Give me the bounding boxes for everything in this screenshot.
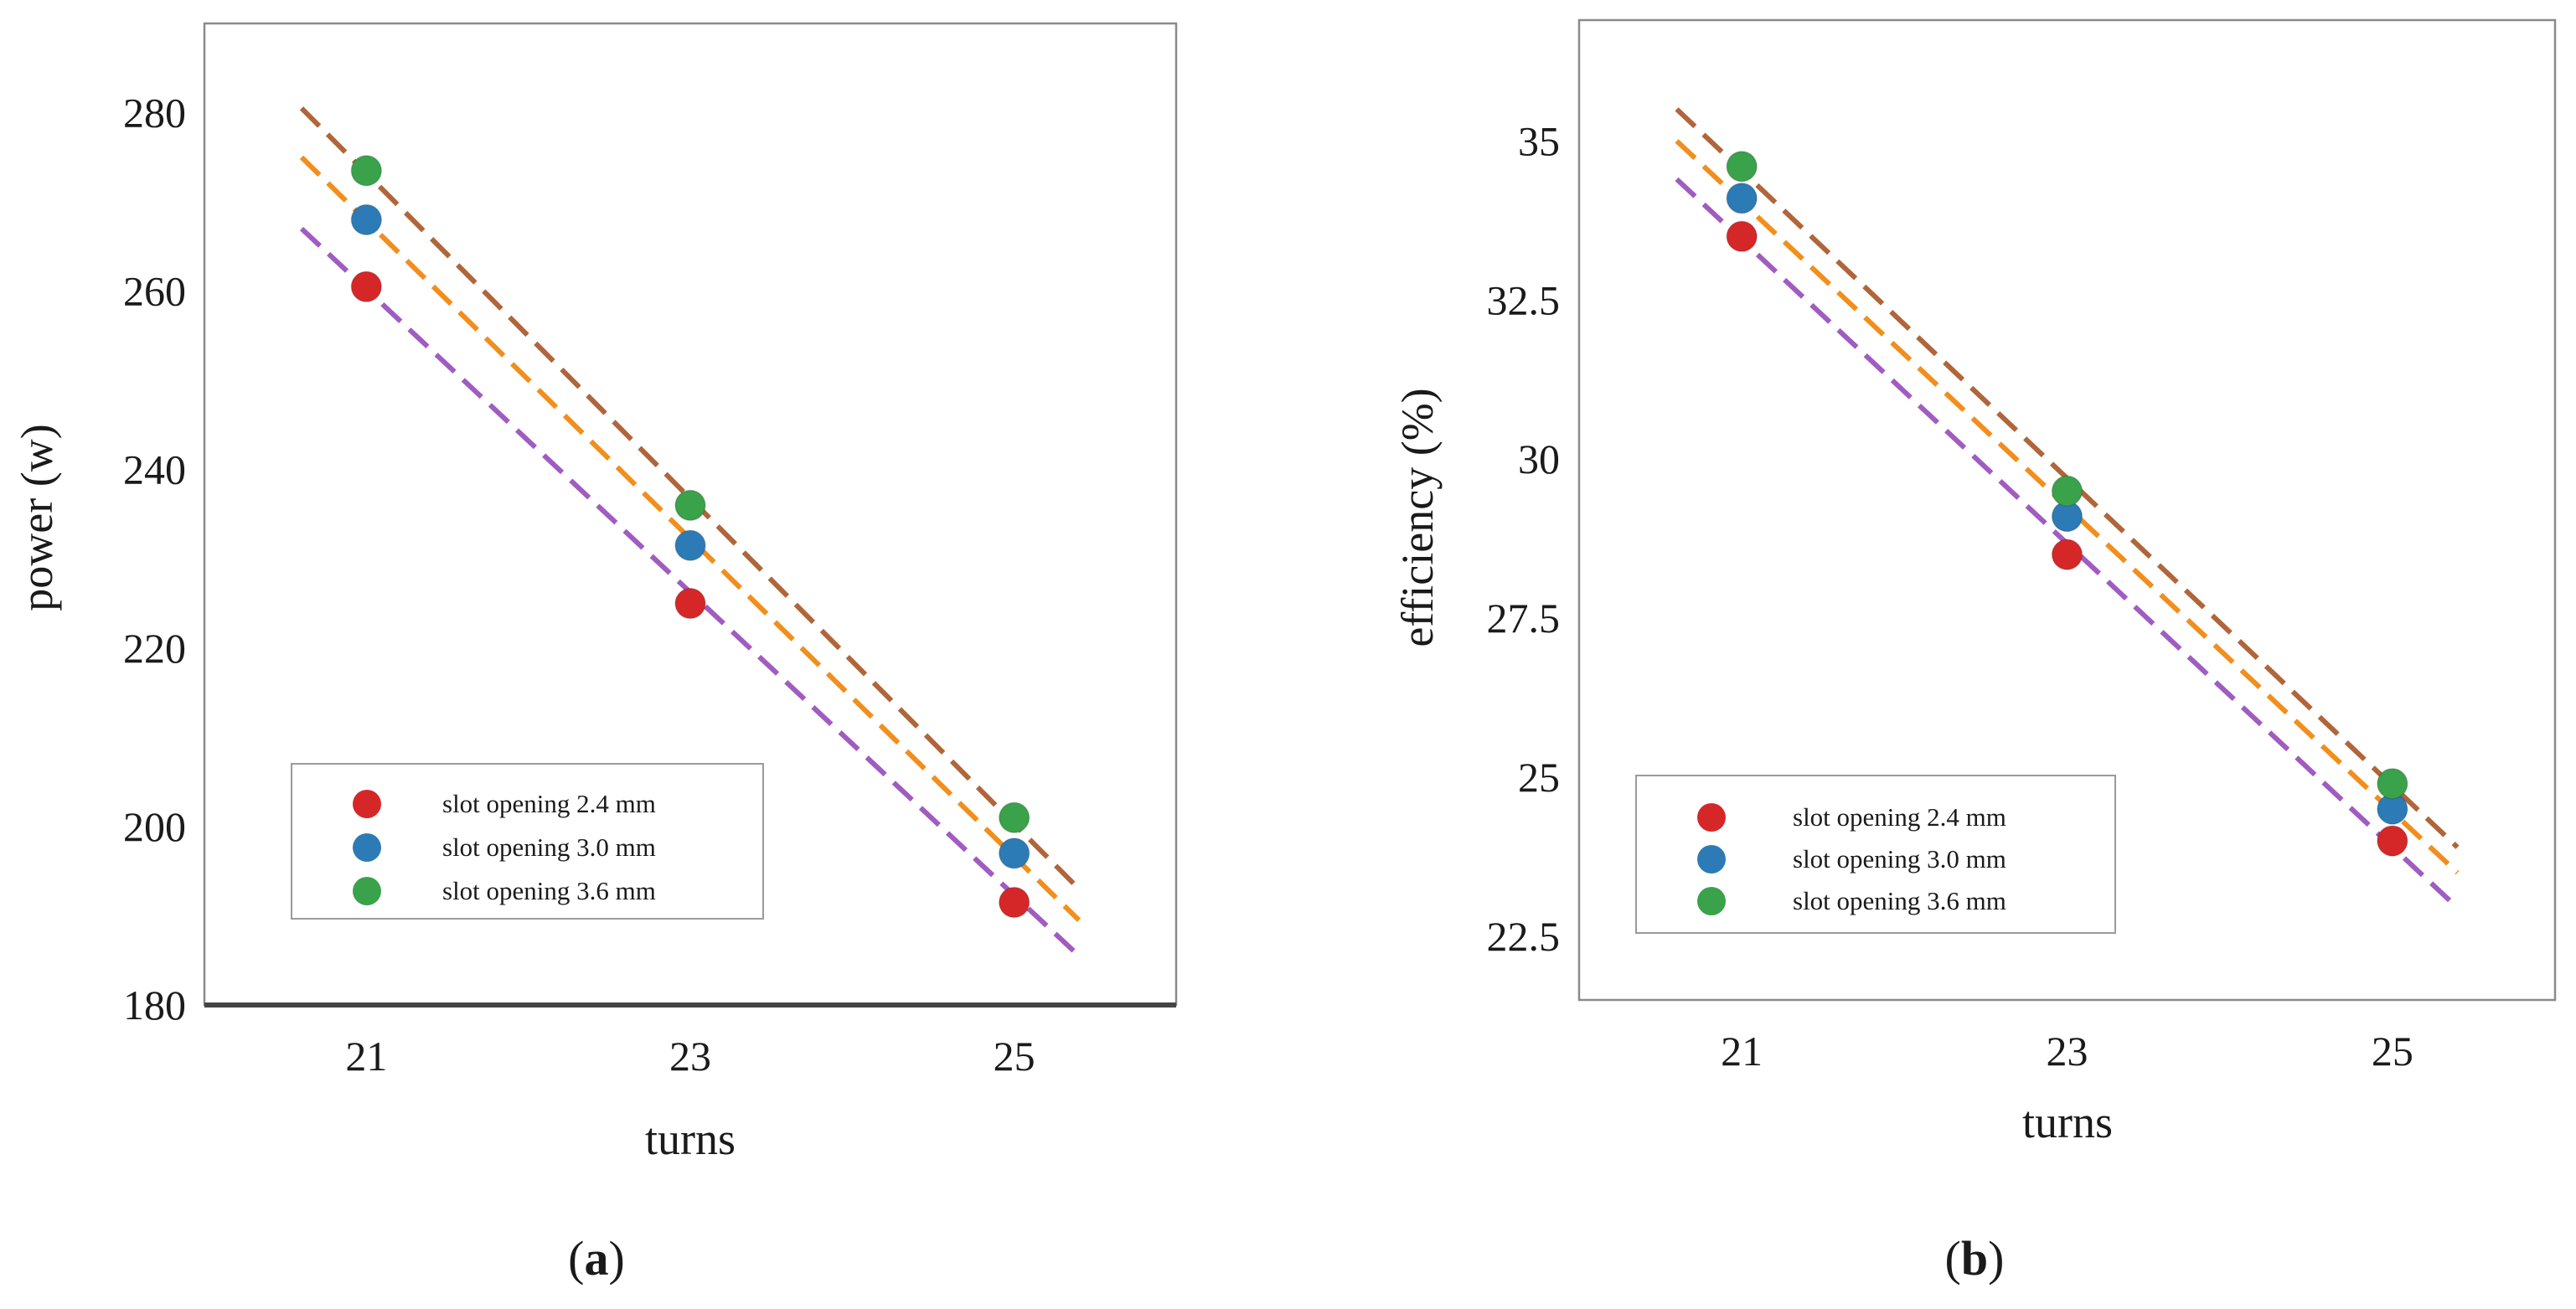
panel-label-letter: a — [585, 1231, 609, 1286]
x-tick-labels: 21 23 25 — [1721, 1028, 2413, 1075]
x-axis-title: turns — [645, 1114, 736, 1164]
legend-label: slot opening 2.4 mm — [442, 789, 656, 818]
green-data-point — [1726, 150, 1758, 183]
legend-marker-blue — [353, 833, 381, 862]
y-tick-label: 240 — [123, 446, 186, 493]
legend-marker-green — [353, 877, 381, 905]
panel-label-b: (b) — [1945, 1231, 2005, 1286]
x-tick-label: 23 — [669, 1033, 711, 1080]
red-data-point — [350, 271, 383, 303]
y-tick-labels: 22.5 25 27.5 30 32.5 35 — [1487, 117, 1561, 960]
blue-data-point — [674, 529, 706, 562]
red-data-point — [674, 587, 706, 620]
y-tick-label: 180 — [123, 982, 186, 1028]
y-tick-label: 27.5 — [1487, 595, 1561, 642]
legend-marker-green — [1697, 887, 1726, 915]
red-data-point — [2377, 825, 2408, 857]
legend-label: slot opening 3.6 mm — [1793, 886, 2006, 915]
green-data-point — [2377, 767, 2408, 800]
plot-frame — [1577, 18, 2557, 1002]
green-data-point — [2051, 475, 2083, 507]
blue-data-point — [998, 837, 1030, 869]
legend: slot opening 2.4 mm slot opening 3.0 mm sl… — [1635, 775, 2116, 934]
x-tick-label: 25 — [994, 1033, 1035, 1080]
y-tick-label: 260 — [123, 268, 186, 315]
legend: slot opening 2.4 mm slot opening 3.0 mm sl… — [291, 763, 764, 920]
orange-fit-line — [299, 155, 1082, 922]
y-tick-label: 32.5 — [1487, 276, 1561, 323]
y-tick-label: 35 — [1518, 117, 1560, 164]
green-data-point — [674, 489, 706, 522]
panel-label-open: ( — [568, 1231, 584, 1286]
y-tick-label: 200 — [123, 803, 186, 850]
blue-data-point — [350, 204, 383, 236]
green-data-point — [350, 155, 383, 187]
legend-marker-blue — [1697, 845, 1726, 874]
panel-a-chart: 180 200 220 240 260 280 21 23 25 power (w) turn… — [12, 22, 1178, 1164]
legend-marker-red — [353, 790, 381, 818]
y-tick-label: 25 — [1518, 754, 1560, 801]
y-tick-label: 220 — [123, 625, 186, 672]
panel-label-close: ) — [1988, 1231, 2004, 1286]
legend-items: slot opening 2.4 mm slot opening 3.0 mm sl… — [353, 789, 656, 905]
blue-data-point — [1726, 182, 1758, 214]
legend-label: slot opening 3.6 mm — [442, 876, 656, 905]
panel-label-letter: b — [1961, 1231, 1988, 1286]
x-tick-label: 21 — [1721, 1028, 1763, 1075]
legend-label: slot opening 2.4 mm — [1793, 802, 2006, 832]
data-points — [1726, 150, 2408, 857]
y-axis-title: efficiency (%) — [1392, 388, 1443, 647]
legend-marker-red — [1697, 803, 1726, 832]
x-tick-label: 23 — [2047, 1028, 2088, 1075]
legend-label: slot opening 3.0 mm — [442, 832, 656, 862]
x-axis-title: turns — [2022, 1097, 2113, 1147]
x-tick-label: 21 — [345, 1033, 387, 1080]
x-tick-label: 25 — [2372, 1028, 2413, 1075]
y-tick-label: 280 — [123, 90, 186, 137]
panel-label-open: ( — [1945, 1231, 1961, 1286]
panel-label-close: ) — [609, 1231, 625, 1286]
x-tick-labels: 21 23 25 — [345, 1033, 1035, 1080]
green-data-point — [998, 801, 1030, 834]
legend-items: slot opening 2.4 mm slot opening 3.0 mm sl… — [1697, 802, 2006, 915]
legend-label: slot opening 3.0 mm — [1793, 844, 2006, 874]
y-tick-label: 30 — [1518, 435, 1560, 482]
y-axis-title: power (w) — [12, 424, 62, 611]
y-tick-labels: 180 200 220 240 260 280 — [123, 90, 186, 1028]
y-tick-label: 22.5 — [1487, 913, 1561, 960]
red-data-point — [2051, 539, 2083, 570]
red-data-point — [998, 886, 1030, 919]
panel-label-a: (a) — [568, 1231, 625, 1286]
data-points — [350, 155, 1030, 919]
panel-b-chart: 22.5 25 27.5 30 32.5 35 21 23 25 efficiency (%)… — [1392, 18, 2557, 1147]
red-data-point — [1726, 220, 1758, 253]
